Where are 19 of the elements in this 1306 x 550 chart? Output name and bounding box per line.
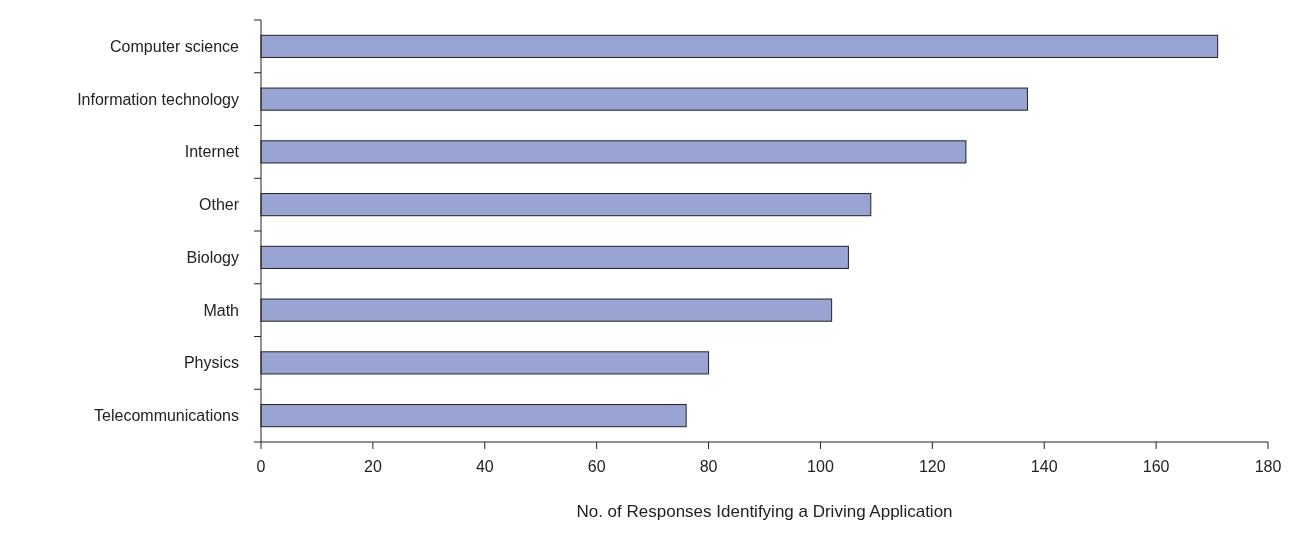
x-tick-label: 60 [587, 458, 606, 475]
y-tick-label: Physics [183, 354, 239, 372]
x-tick-label: 180 [1254, 458, 1282, 475]
x-tick-label: 100 [807, 458, 834, 475]
x-tick-label: 120 [918, 458, 946, 475]
y-tick-label: Math [203, 301, 239, 319]
x-tick-label: 20 [363, 458, 382, 475]
x-tick-label: 40 [475, 458, 494, 475]
x-axis-title: No. of Responses Identifying a Driving Application [576, 502, 953, 521]
y-tick-label: Telecommunications [94, 407, 239, 425]
x-tick-label: 140 [1030, 458, 1058, 475]
y-tick-label: Other [198, 196, 240, 214]
y-tick-label: Computer science [110, 37, 240, 55]
x-tick-label: 0 [256, 458, 266, 475]
x-tick-label: 160 [1142, 458, 1170, 475]
x-tick-label: 80 [699, 458, 718, 475]
y-tick-label: Biology [186, 248, 239, 266]
y-tick-label: Information technology [77, 90, 239, 108]
y-tick-label: Internet [184, 143, 240, 161]
